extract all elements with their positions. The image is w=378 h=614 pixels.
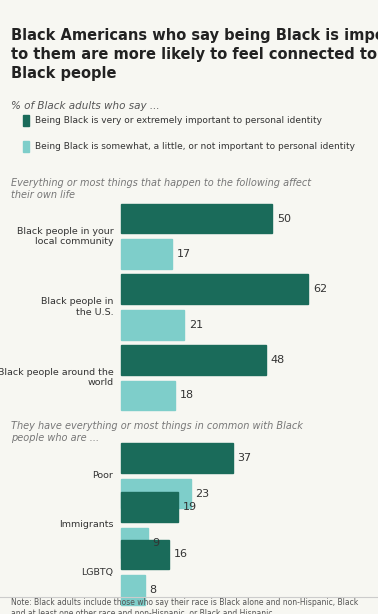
Text: Everything or most things that happen to the following affect
their own life: Everything or most things that happen to… xyxy=(11,178,311,200)
Text: Being Black is very or extremely important to personal identity: Being Black is very or extremely importa… xyxy=(35,116,322,125)
Text: 50: 50 xyxy=(277,214,291,223)
Text: 16: 16 xyxy=(174,550,188,559)
FancyBboxPatch shape xyxy=(121,204,272,233)
FancyBboxPatch shape xyxy=(121,274,308,304)
Text: LGBTQ: LGBTQ xyxy=(81,568,113,577)
FancyBboxPatch shape xyxy=(121,239,172,269)
FancyBboxPatch shape xyxy=(121,492,178,522)
Text: 8: 8 xyxy=(150,585,157,595)
Text: Black people around the
world: Black people around the world xyxy=(0,368,113,387)
Text: They have everything or most things in common with Black
people who are ...: They have everything or most things in c… xyxy=(11,421,303,443)
FancyBboxPatch shape xyxy=(121,345,266,375)
FancyBboxPatch shape xyxy=(121,310,184,340)
Text: 37: 37 xyxy=(237,453,251,463)
FancyBboxPatch shape xyxy=(121,479,191,508)
Text: 48: 48 xyxy=(271,355,285,365)
FancyBboxPatch shape xyxy=(121,443,233,473)
Text: 19: 19 xyxy=(183,502,197,512)
Text: 62: 62 xyxy=(313,284,327,294)
FancyBboxPatch shape xyxy=(121,528,148,558)
FancyBboxPatch shape xyxy=(121,540,169,569)
Text: Being Black is somewhat, a little, or not important to personal identity: Being Black is somewhat, a little, or no… xyxy=(35,142,355,150)
FancyBboxPatch shape xyxy=(121,575,145,605)
FancyBboxPatch shape xyxy=(23,141,29,152)
Text: Note: Black adults include those who say their race is Black alone and non-Hispa: Note: Black adults include those who say… xyxy=(11,598,359,614)
Text: Black people in
the U.S.: Black people in the U.S. xyxy=(41,297,113,317)
Text: 23: 23 xyxy=(195,489,209,499)
FancyBboxPatch shape xyxy=(121,381,175,410)
Text: 21: 21 xyxy=(189,320,203,330)
Text: Immigrants: Immigrants xyxy=(59,521,113,529)
Text: 18: 18 xyxy=(180,391,194,400)
FancyBboxPatch shape xyxy=(23,115,29,126)
Text: Poor: Poor xyxy=(93,472,113,480)
Text: % of Black adults who say ...: % of Black adults who say ... xyxy=(11,101,160,111)
Text: Black Americans who say being Black is important
to them are more likely to feel: Black Americans who say being Black is i… xyxy=(11,28,378,81)
Text: 9: 9 xyxy=(153,538,160,548)
Text: 17: 17 xyxy=(177,249,191,259)
Text: Black people in your
local community: Black people in your local community xyxy=(17,227,113,246)
